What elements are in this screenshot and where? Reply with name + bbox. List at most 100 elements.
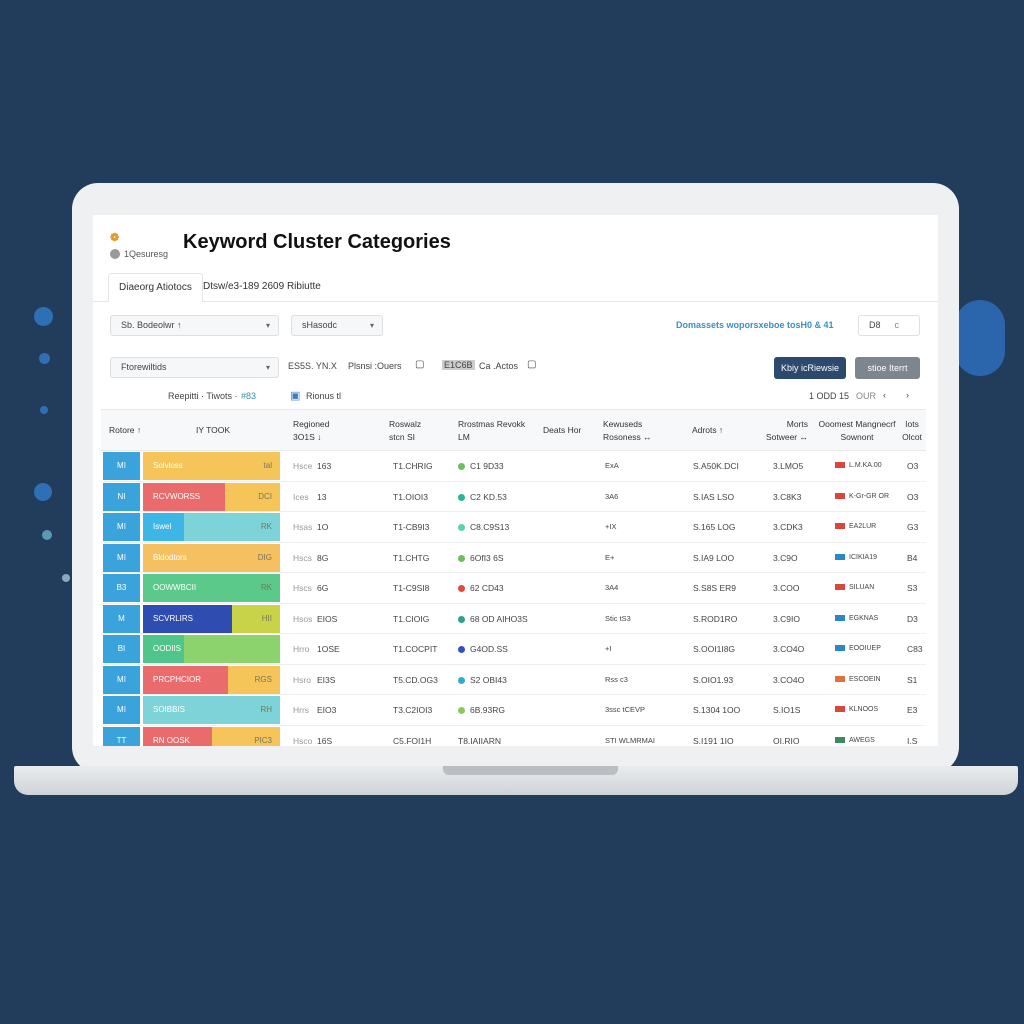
column-header[interactable]: Kewuseds Rosoness ↔ — [603, 419, 652, 442]
column-header[interactable]: Roswalz stcn SI — [389, 419, 422, 442]
cell: C83 — [907, 644, 923, 654]
table-row[interactable]: TT RN OOSK PIC3 Hsco 16S C5.FOI1H T8.IAII… — [103, 726, 926, 746]
cell: S2 OBI43 — [458, 665, 507, 695]
bar-segment — [143, 726, 212, 746]
cell: S.IO1S — [773, 705, 801, 715]
cluster-label: Solvloss — [153, 461, 183, 470]
cell: O3 — [907, 491, 919, 502]
status-dot — [458, 524, 465, 532]
cell: B4 — [907, 552, 918, 563]
cell: T5.CD.OG3 — [393, 674, 438, 685]
cluster-tag: tal — [263, 461, 272, 470]
row-id[interactable]: TT — [103, 726, 140, 746]
table-row[interactable]: MI Solvloss tal Hsce 163 T1.CHRIG C1 9D33… — [103, 451, 926, 482]
cell: C1 9D33 — [458, 451, 504, 481]
column-header[interactable]: Iots Olcot — [902, 419, 922, 442]
status-dot — [458, 554, 465, 562]
table-row[interactable]: MI Bldodtors DIG Hscs 8G T1.CHTG 6OfI3 6S… — [103, 543, 926, 573]
cell: 13 — [317, 491, 327, 502]
tab-overview[interactable]: Diaeorg Atiotocs — [108, 273, 203, 302]
cell: Hsro — [293, 674, 311, 685]
row-id[interactable]: MI — [103, 665, 140, 694]
filter-chip-2[interactable]: Plsnsi :Ouers — [348, 361, 402, 371]
workspace-label: 1Qesuresg — [110, 249, 168, 259]
pagination-range: 1 ODD 15 — [809, 391, 850, 401]
bar-segment — [143, 482, 226, 511]
cell: ICIKIA19 — [835, 543, 877, 573]
table-row[interactable]: MI PRCPHCIOR RGS Hsro EI3S T5.CD.OG3 S2 O… — [103, 665, 926, 695]
cluster-label: RN OOSK — [153, 735, 190, 745]
filter-chip-4[interactable]: Ca .Actos — [479, 361, 519, 371]
cell: 3A4 — [605, 583, 619, 592]
cluster-label: SOIBBIS — [153, 705, 186, 714]
prev-page-button[interactable]: ‹ — [883, 390, 886, 400]
row-id[interactable]: NI — [103, 482, 140, 511]
row-id[interactable]: MI — [103, 543, 140, 572]
laptop-base — [14, 766, 1018, 795]
status-dot — [458, 676, 465, 684]
cluster-label: RCVWORSS — [153, 491, 201, 501]
logo-icon: ❁ — [110, 232, 120, 244]
column-header[interactable]: Ooomest Mangnecrf Sownont — [818, 419, 896, 442]
cell: 6OfI3 6S — [458, 543, 504, 573]
filter-select-3[interactable]: Ftorewiltids ▾ — [110, 357, 279, 378]
row-id[interactable]: BI — [103, 635, 140, 663]
column-header[interactable]: IY TOOK — [196, 425, 231, 435]
primary-action-button[interactable]: Kbiy icRiewsie — [774, 357, 846, 379]
cell: ExA — [605, 461, 619, 470]
filter-chip-3[interactable]: E1C6B — [442, 360, 475, 370]
row-id[interactable]: MI — [103, 452, 140, 480]
page-input[interactable]: D8 c — [858, 315, 920, 336]
status-dot — [458, 646, 465, 654]
column-header[interactable]: Regioned 3O1S ↓ — [293, 419, 330, 442]
table-row[interactable]: MI Iswel RK Hsas 1O T1-CB9I3 C8.C9S13 +IX… — [103, 512, 926, 543]
cell: Hrrs — [293, 705, 310, 715]
saved-filters-link[interactable]: Domassets woporsxeboe tosH0 & 41 — [676, 320, 834, 330]
checkbox-2[interactable]: ▢ — [527, 359, 537, 370]
bar-segment — [184, 513, 280, 541]
next-page-button[interactable]: › — [906, 390, 909, 400]
cell: 16S — [317, 735, 333, 746]
table-row[interactable]: B3 OOWWBCII RK Hscs 6G T1-C9SI8 62 CD43 3… — [103, 573, 926, 604]
column-header[interactable]: Deats Hor — [543, 425, 582, 435]
filter-chip-1[interactable]: ES5S. YN.X — [288, 361, 337, 371]
cell: Hscs — [293, 583, 312, 593]
cell: 3.LMO5 — [773, 461, 804, 471]
selected-label: Rionus tl — [306, 391, 342, 401]
cell: SILUAN — [835, 573, 874, 603]
table-row[interactable]: NI RCVWORSS DCI Ices 13 T1.OIOI3 C2 KD.53… — [103, 482, 926, 512]
cell: Ices — [293, 491, 309, 502]
column-header[interactable]: Morts Sotweer ↔ — [765, 419, 808, 442]
checkbox-1[interactable]: ▢ — [415, 359, 425, 370]
column-header[interactable]: Rrostmas Revokk LM — [458, 419, 526, 442]
cluster-label: SCVRLIRS — [153, 613, 194, 623]
cluster-tag: DIG — [257, 552, 272, 562]
summary-label: Reepitti · Tiwots · — [168, 391, 238, 401]
rows-per-page[interactable]: OUR — [856, 391, 876, 401]
table-row[interactable]: MI SOIBBIS RH Hrrs EIO3 T3.C2IOI3 6B.93RG… — [103, 695, 926, 726]
cell: EIOS — [317, 613, 338, 624]
row-id[interactable]: MI — [103, 696, 140, 724]
flag-icon — [835, 706, 845, 713]
cell: Stic tS3 — [605, 613, 631, 623]
tab-reports[interactable]: Dtsw/e3-189 2609 Ribiutte — [203, 281, 321, 292]
row-id[interactable]: B3 — [103, 574, 140, 602]
column-header[interactable]: Rotore ↑ — [109, 425, 142, 435]
table-row[interactable]: BI OODIIS Hrro 1OSE T1.COCPIT G4OD.SS +I… — [103, 634, 926, 665]
table-row[interactable]: M SCVRLIRS HII Hsos EIOS T1.CIOIG 68 OD A… — [103, 604, 926, 634]
cell: 3.CO4O — [773, 674, 805, 685]
chevron-down-icon: ▾ — [265, 321, 270, 330]
filter-select-1[interactable]: Sb. Bodeolwr ↑ ▾ — [110, 315, 279, 336]
status-dot — [458, 585, 465, 593]
cell: S3 — [907, 583, 918, 593]
secondary-action-button[interactable]: stioe Iterrt — [855, 357, 920, 379]
row-id[interactable]: MI — [103, 513, 140, 541]
cell: 3.C9O — [773, 552, 798, 563]
cell: 1OSE — [317, 644, 340, 654]
cell: 3A6 — [605, 491, 619, 501]
column-header[interactable]: Adrots ↑ — [692, 425, 724, 435]
filter-select-2[interactable]: sHasodc ▾ — [291, 315, 383, 336]
row-id[interactable]: M — [103, 604, 140, 633]
cluster-bar: OODIIS — [143, 635, 280, 663]
cell: +I — [605, 644, 612, 653]
